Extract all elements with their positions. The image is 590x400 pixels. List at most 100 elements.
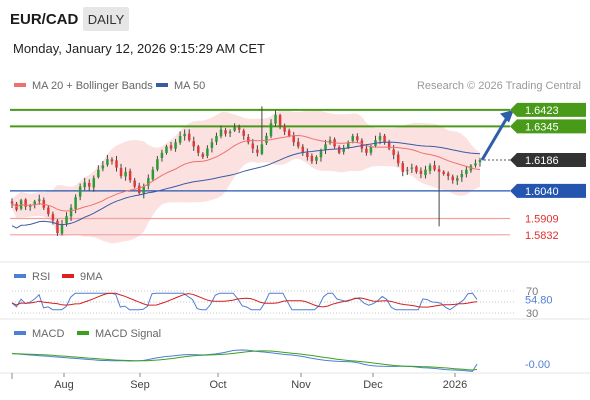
- candle[interactable]: [178, 131, 182, 145]
- candle[interactable]: [128, 168, 132, 183]
- candle[interactable]: [115, 155, 118, 172]
- candle[interactable]: [433, 160, 436, 172]
- candle[interactable]: [478, 157, 482, 167]
- candle[interactable]: [310, 153, 314, 164]
- legend-ma50: MA 50: [156, 80, 205, 92]
- timeframe-button[interactable]: DAILY: [83, 7, 129, 31]
- candle[interactable]: [415, 165, 418, 174]
- candle[interactable]: [406, 166, 409, 175]
- candle[interactable]: [260, 106, 264, 156]
- candle[interactable]: [110, 157, 114, 165]
- candle[interactable]: [465, 166, 468, 178]
- candle[interactable]: [147, 174, 150, 190]
- candle[interactable]: [446, 171, 450, 181]
- candle[interactable]: [69, 204, 73, 221]
- candle[interactable]: [83, 177, 86, 191]
- candle[interactable]: [242, 128, 245, 140]
- candle[interactable]: [437, 165, 441, 227]
- candle-body: [383, 135, 386, 143]
- candle[interactable]: [351, 133, 355, 144]
- candle[interactable]: [119, 163, 123, 179]
- instrument-title: EUR/CAD: [10, 11, 79, 28]
- candle[interactable]: [228, 129, 232, 138]
- candle-body: [165, 146, 168, 153]
- candle[interactable]: [60, 220, 64, 236]
- candle[interactable]: [174, 139, 177, 152]
- candle[interactable]: [97, 165, 100, 179]
- candle[interactable]: [297, 137, 300, 149]
- candle-body: [474, 163, 477, 166]
- candle[interactable]: [337, 145, 341, 155]
- candle[interactable]: [251, 138, 255, 154]
- candle[interactable]: [87, 179, 91, 191]
- candle[interactable]: [451, 174, 454, 184]
- candle-body: [278, 115, 282, 126]
- candle[interactable]: [192, 136, 195, 151]
- candle[interactable]: [106, 154, 109, 167]
- candle[interactable]: [151, 166, 155, 182]
- candle[interactable]: [10, 198, 14, 208]
- candle[interactable]: [187, 129, 191, 142]
- candle[interactable]: [56, 219, 59, 236]
- candle[interactable]: [233, 123, 236, 132]
- x-tick-label-nov: Nov: [291, 379, 311, 391]
- candle-body: [128, 171, 132, 181]
- candle[interactable]: [247, 134, 250, 145]
- candle[interactable]: [24, 198, 27, 211]
- candle-body: [406, 169, 409, 171]
- candle[interactable]: [419, 167, 423, 179]
- candle[interactable]: [38, 194, 41, 205]
- candle[interactable]: [78, 183, 82, 201]
- candle[interactable]: [474, 159, 477, 168]
- candle[interactable]: [292, 131, 295, 147]
- candle[interactable]: [356, 133, 359, 144]
- candle[interactable]: [206, 145, 209, 159]
- candle[interactable]: [133, 177, 136, 189]
- candle[interactable]: [183, 129, 186, 141]
- candle[interactable]: [428, 163, 432, 175]
- candle[interactable]: [315, 155, 318, 165]
- candle[interactable]: [442, 170, 445, 176]
- candle[interactable]: [460, 169, 464, 182]
- candle[interactable]: [283, 123, 286, 136]
- candle[interactable]: [160, 149, 164, 162]
- candle-body: [428, 165, 432, 171]
- candle[interactable]: [210, 138, 214, 153]
- candle[interactable]: [383, 133, 386, 145]
- candle[interactable]: [306, 148, 309, 161]
- candle[interactable]: [256, 145, 259, 157]
- candle[interactable]: [401, 160, 405, 177]
- candle[interactable]: [101, 160, 105, 172]
- candle[interactable]: [92, 175, 96, 192]
- candle[interactable]: [124, 167, 127, 181]
- candle[interactable]: [265, 132, 268, 145]
- candle[interactable]: [197, 144, 200, 157]
- candle[interactable]: [137, 182, 141, 195]
- candle[interactable]: [156, 155, 159, 172]
- x-tick-label-dec: Dec: [363, 379, 383, 391]
- candle-body: [465, 169, 468, 175]
- candle[interactable]: [269, 119, 273, 139]
- candle[interactable]: [274, 110, 277, 127]
- candle[interactable]: [301, 144, 305, 156]
- candle-body: [47, 207, 50, 215]
- candle[interactable]: [410, 163, 414, 173]
- candle[interactable]: [278, 113, 282, 130]
- candle[interactable]: [169, 141, 173, 151]
- candle[interactable]: [215, 132, 218, 145]
- candle[interactable]: [456, 175, 459, 185]
- candle[interactable]: [396, 151, 400, 167]
- candle[interactable]: [424, 165, 427, 179]
- candle[interactable]: [47, 205, 50, 217]
- candle[interactable]: [342, 144, 345, 155]
- candle[interactable]: [201, 152, 205, 159]
- candle[interactable]: [219, 125, 223, 139]
- candle-body: [174, 142, 177, 149]
- candle[interactable]: [224, 127, 227, 137]
- candle[interactable]: [387, 139, 391, 151]
- candle[interactable]: [237, 124, 241, 133]
- candle[interactable]: [165, 144, 168, 155]
- candle[interactable]: [324, 139, 327, 154]
- candle-body: [442, 171, 445, 174]
